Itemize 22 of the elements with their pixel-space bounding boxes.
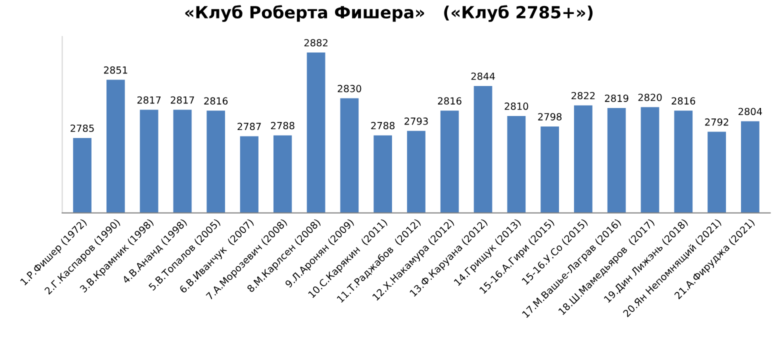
chart-title: «Клуб Роберта Фишера» («Клуб 2785+») xyxy=(185,5,593,22)
data-label: 2844 xyxy=(471,72,495,80)
data-label: 2816 xyxy=(672,97,696,105)
data-label: 2822 xyxy=(572,92,595,100)
data-label: 2816 xyxy=(438,97,462,105)
data-label: 2798 xyxy=(538,113,562,120)
data-label: 2787 xyxy=(238,122,261,130)
data-label: 2792 xyxy=(705,118,728,126)
data-label: 2817 xyxy=(137,96,161,104)
data-label: 2882 xyxy=(304,39,328,46)
data-label: 2788 xyxy=(371,122,395,130)
data-label: 2804 xyxy=(738,108,762,116)
data-label: 2851 xyxy=(104,66,128,74)
data-label: 2817 xyxy=(170,96,194,104)
data-label: 2793 xyxy=(404,118,428,125)
data-label: 2810 xyxy=(504,102,528,110)
data-label: 2830 xyxy=(338,84,362,92)
data-label: 2820 xyxy=(638,94,662,102)
data-label: 2819 xyxy=(604,94,628,102)
data-label: 2788 xyxy=(270,122,294,130)
data-label: 2816 xyxy=(204,97,228,105)
data-label: 2785 xyxy=(70,124,94,132)
